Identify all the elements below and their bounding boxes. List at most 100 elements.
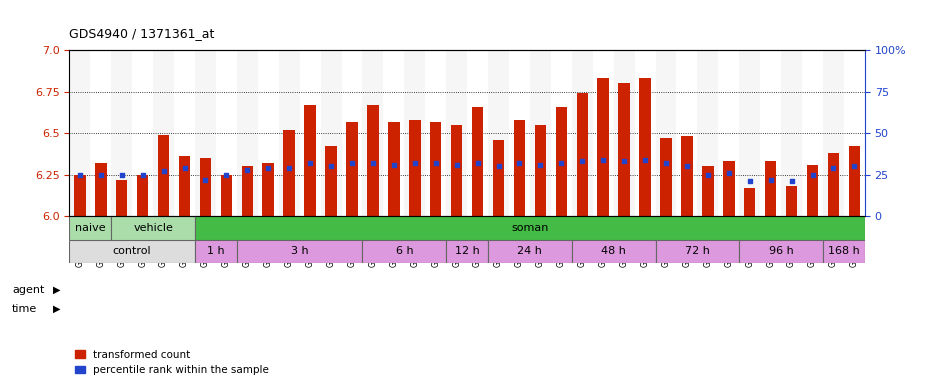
Point xyxy=(240,167,254,173)
Bar xyxy=(404,50,426,217)
Bar xyxy=(619,83,630,217)
Point xyxy=(470,160,485,166)
Point xyxy=(156,169,171,175)
Point xyxy=(700,172,715,178)
Bar xyxy=(283,130,295,217)
Bar xyxy=(781,50,802,217)
Point xyxy=(680,164,695,170)
Point xyxy=(450,162,464,168)
Point xyxy=(93,172,108,178)
Bar xyxy=(69,50,91,217)
Bar xyxy=(237,50,258,217)
Bar xyxy=(111,50,132,217)
Point xyxy=(722,170,736,176)
Bar xyxy=(530,50,551,217)
Bar xyxy=(195,50,216,217)
Bar xyxy=(69,217,111,240)
Point xyxy=(324,164,339,170)
Bar xyxy=(572,240,656,263)
Bar xyxy=(446,240,488,263)
Bar xyxy=(95,163,106,217)
Text: vehicle: vehicle xyxy=(133,223,173,233)
Text: agent: agent xyxy=(12,285,44,295)
Point xyxy=(617,159,632,165)
Bar xyxy=(91,50,111,217)
Point xyxy=(282,165,297,171)
Bar xyxy=(472,106,484,217)
Bar xyxy=(179,156,191,217)
Bar xyxy=(446,50,467,217)
Bar xyxy=(635,50,656,217)
Bar xyxy=(116,180,128,217)
Bar xyxy=(321,50,341,217)
Bar xyxy=(719,50,739,217)
Point xyxy=(198,177,213,183)
Bar xyxy=(300,50,321,217)
Point xyxy=(407,160,422,166)
Point xyxy=(512,160,527,166)
Bar xyxy=(760,50,781,217)
Bar xyxy=(807,165,819,217)
Bar xyxy=(848,146,860,217)
Point xyxy=(491,164,506,170)
Bar xyxy=(383,50,404,217)
Bar xyxy=(656,50,676,217)
Point xyxy=(365,160,380,166)
Bar xyxy=(802,50,823,217)
Bar xyxy=(174,50,195,217)
Bar xyxy=(828,153,839,217)
Text: ▶: ▶ xyxy=(53,285,60,295)
Bar xyxy=(467,50,488,217)
Bar xyxy=(488,50,509,217)
Text: naive: naive xyxy=(75,223,105,233)
Bar xyxy=(137,175,148,217)
Bar xyxy=(154,50,174,217)
Bar xyxy=(241,167,253,217)
Bar xyxy=(739,50,760,217)
Point xyxy=(135,172,150,178)
Text: 3 h: 3 h xyxy=(290,247,308,257)
Point xyxy=(428,160,443,166)
Bar xyxy=(639,78,651,217)
Bar xyxy=(723,162,734,217)
Point xyxy=(177,165,191,171)
Text: 6 h: 6 h xyxy=(396,247,413,257)
Bar xyxy=(656,240,739,263)
Text: 96 h: 96 h xyxy=(769,247,794,257)
Text: 72 h: 72 h xyxy=(685,247,709,257)
Bar xyxy=(132,50,154,217)
Bar xyxy=(739,240,823,263)
Bar xyxy=(326,146,337,217)
Bar xyxy=(513,120,525,217)
Point xyxy=(261,165,276,171)
Bar xyxy=(823,50,844,217)
Bar xyxy=(556,106,567,217)
Bar xyxy=(258,50,278,217)
Bar xyxy=(216,50,237,217)
Point xyxy=(743,179,758,185)
Point xyxy=(554,160,569,166)
Point xyxy=(659,160,673,166)
Point xyxy=(533,162,548,168)
Bar xyxy=(158,135,169,217)
Bar xyxy=(572,50,593,217)
Point xyxy=(826,165,841,171)
Bar xyxy=(341,50,363,217)
Text: 48 h: 48 h xyxy=(601,247,626,257)
Bar xyxy=(346,121,358,217)
Bar xyxy=(409,120,421,217)
Bar xyxy=(576,93,588,217)
Bar xyxy=(823,240,865,263)
Bar xyxy=(744,188,756,217)
Text: 1 h: 1 h xyxy=(207,247,225,257)
Legend: transformed count, percentile rank within the sample: transformed count, percentile rank withi… xyxy=(75,350,269,375)
Bar xyxy=(786,187,797,217)
Point xyxy=(784,179,799,185)
Text: ▶: ▶ xyxy=(53,304,60,314)
Bar xyxy=(765,162,776,217)
Point xyxy=(219,172,234,178)
Text: GDS4940 / 1371361_at: GDS4940 / 1371361_at xyxy=(69,27,215,40)
Bar xyxy=(363,50,383,217)
Bar xyxy=(111,217,195,240)
Point xyxy=(115,172,130,178)
